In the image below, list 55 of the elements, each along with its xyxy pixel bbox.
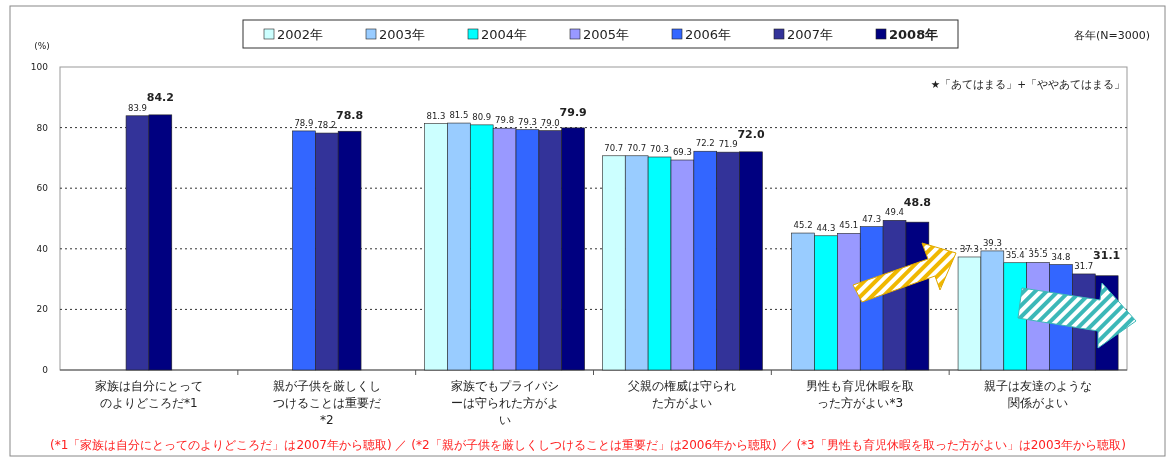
- data-label: 35.4: [1005, 249, 1025, 260]
- chart-subtitle: 各年(N=3000): [1073, 29, 1150, 42]
- data-label: 72.0: [737, 127, 765, 141]
- data-label: 47.3: [862, 213, 882, 224]
- data-label: 81.3: [426, 110, 446, 121]
- data-label: 44.3: [816, 222, 836, 233]
- data-label: 70.7: [627, 142, 647, 153]
- data-label: 79.0: [540, 117, 560, 128]
- data-label: 45.2: [793, 220, 813, 231]
- data-label: 69.3: [672, 147, 692, 158]
- x-tick-label: 親子は友達のような関係がよい: [984, 379, 1093, 410]
- text: (*1「家族は自分にとってのよりどころだ」は2007年から聴取) ／ (*2「親が子供を厳しくしつけることは重要だ」は2006年から聴取) ／ (*3「男性も育児休暇を取った方がよい」は2003年から聴取): [50, 438, 1126, 452]
- y-tick-label: 100: [30, 62, 49, 72]
- x-tick-label: 親が子供を厳しくしつけることは重要だ*2: [272, 379, 381, 427]
- data-label: 79.9: [559, 106, 587, 120]
- annotation: ★「あてはまる」+「ややあてはまる」: [930, 78, 1125, 90]
- legend-label: 2008年: [889, 27, 939, 42]
- data-label: 70.3: [650, 143, 670, 154]
- x-tick-label: 家族は自分にとってのよりどころだ*1: [94, 379, 203, 410]
- data-label: 48.8: [903, 195, 931, 209]
- legend-label: 2003年: [379, 27, 426, 42]
- data-label: 78.2: [317, 120, 337, 131]
- data-label: 31.1: [1093, 249, 1121, 263]
- y-tick-label: 60: [36, 183, 49, 194]
- data-label: 34.8: [1051, 251, 1071, 262]
- legend-label: 2004年: [481, 27, 528, 42]
- data-label: 72.2: [695, 138, 715, 149]
- x-tick-label: 家族でもプライバシーは守られた方がよい: [450, 379, 559, 427]
- x-tick-label: 男性も育児休暇を取った方がよい*3: [806, 379, 915, 410]
- data-label: 80.9: [472, 111, 492, 122]
- data-label: 70.7: [604, 142, 624, 153]
- legend-label: 2002年: [277, 27, 324, 42]
- data-label: 37.3: [960, 243, 979, 254]
- data-label: 49.4: [885, 207, 905, 218]
- data-label: 79.8: [495, 115, 515, 126]
- data-label: 31.7: [1074, 260, 1094, 271]
- legend-label: 2006年: [685, 27, 732, 42]
- y-tick-label: 20: [36, 304, 49, 315]
- data-label: 79.3: [517, 116, 537, 127]
- data-label: 84.2: [146, 91, 174, 105]
- data-label: 39.3: [982, 237, 1002, 248]
- data-label: 81.5: [449, 110, 469, 121]
- y-axis-title: (%): [34, 41, 50, 51]
- data-label: 83.9: [128, 102, 147, 113]
- data-label: 35.5: [1028, 249, 1048, 260]
- legend-label: 2007年: [787, 27, 834, 42]
- data-label: 45.1: [839, 220, 859, 231]
- data-label: 71.9: [718, 139, 738, 150]
- y-tick-label: 80: [36, 122, 49, 133]
- data-label: 78.9: [294, 117, 314, 128]
- legend-label: 2005年: [583, 27, 630, 42]
- data-label: 78.8: [336, 108, 364, 122]
- x-tick-label: 父親の権威は守られた方がよい: [628, 379, 737, 410]
- y-tick-label: 40: [36, 243, 49, 254]
- y-tick-label: 0: [42, 365, 49, 375]
